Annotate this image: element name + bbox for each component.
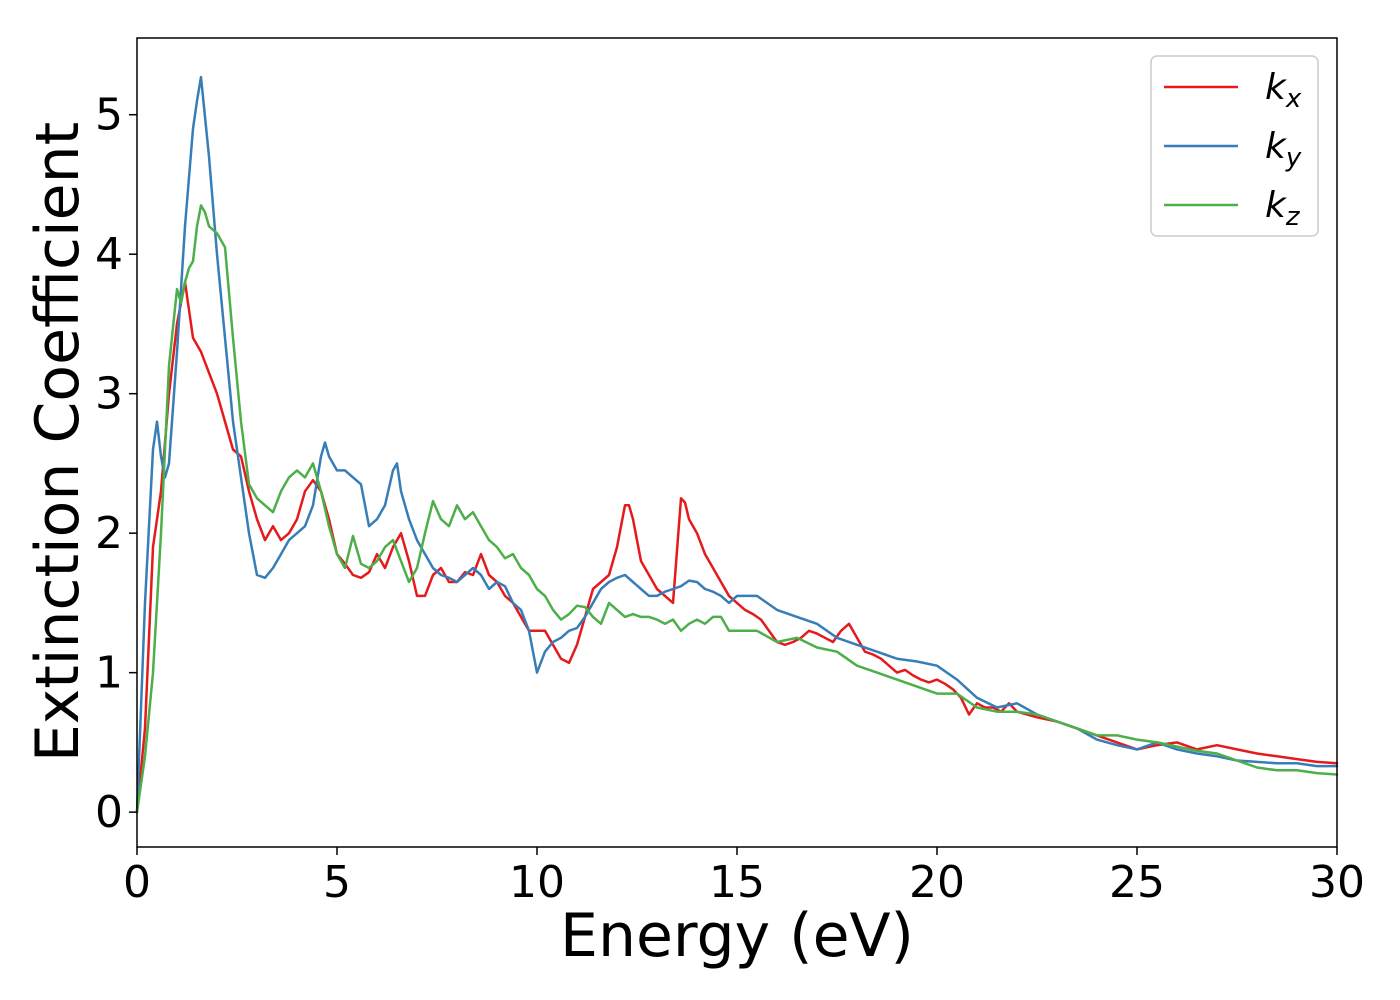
x-axis-ticks: 0 5 10 15 20 25 30 bbox=[123, 847, 1365, 908]
y-tick-label: 1 bbox=[95, 648, 123, 699]
y-tick-label: 3 bbox=[95, 369, 123, 420]
series-line-ky bbox=[135, 75, 1339, 814]
series-line-kx bbox=[135, 280, 1339, 814]
series-layer bbox=[135, 75, 1339, 814]
x-tick-label: 10 bbox=[509, 857, 565, 908]
x-tick-label: 25 bbox=[1109, 857, 1165, 908]
legend-label-kx: kx bbox=[1265, 67, 1302, 114]
y-tick-label: 2 bbox=[95, 508, 123, 559]
x-axis-title: Energy (eV) bbox=[560, 901, 914, 971]
y-axis-title: Extinction Coefficient bbox=[23, 122, 93, 762]
legend-label-ky: ky bbox=[1265, 126, 1302, 173]
x-tick-label: 0 bbox=[123, 857, 151, 908]
x-tick-label: 15 bbox=[709, 857, 765, 908]
y-tick-label: 5 bbox=[95, 90, 123, 141]
legend-label-kz: kz bbox=[1265, 185, 1301, 232]
x-tick-label: 5 bbox=[323, 857, 351, 908]
series-line-kz bbox=[135, 204, 1339, 814]
legend: kx ky kz bbox=[1150, 55, 1319, 237]
x-tick-label: 20 bbox=[909, 857, 965, 908]
x-tick-label: 30 bbox=[1309, 857, 1365, 908]
y-axis-ticks: 0 1 2 3 4 5 bbox=[95, 90, 137, 838]
y-tick-label: 0 bbox=[95, 787, 123, 838]
y-tick-label: 4 bbox=[95, 229, 123, 280]
